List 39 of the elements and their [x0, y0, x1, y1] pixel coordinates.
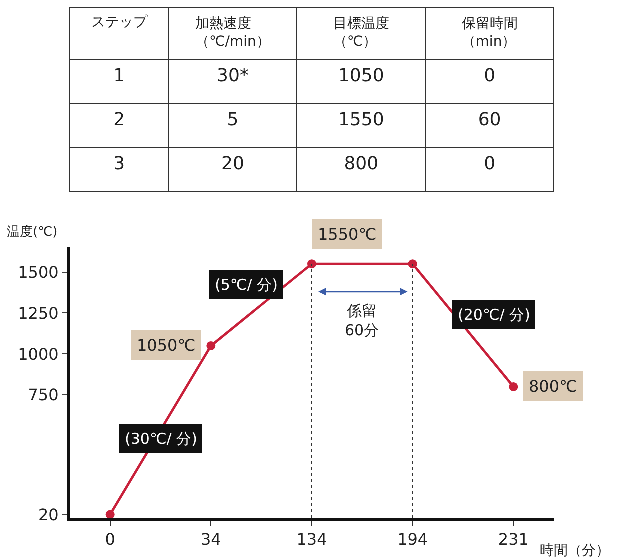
category-label: ステップ	[91, 14, 148, 30]
y-tick-label: 750	[28, 386, 59, 405]
x-tick-label: 0	[105, 530, 116, 550]
x-tick-label: 34	[200, 530, 222, 550]
text: 60	[478, 110, 502, 130]
y-tick-label: 1500	[18, 262, 59, 282]
annotation: 係留 60分	[345, 302, 380, 340]
annotation: 1550℃	[318, 225, 377, 244]
y-tick-label: 20	[38, 505, 59, 524]
category-label: 保留時間（min）	[462, 16, 518, 50]
y-tick-label: 1000	[18, 344, 59, 364]
point	[206, 341, 216, 350]
annotation: 1050℃	[137, 336, 196, 355]
text: 1550	[338, 110, 384, 130]
y-tick-label: 1250	[18, 304, 59, 323]
text: 5	[227, 110, 239, 130]
text: 1	[114, 66, 126, 86]
text: 20	[222, 154, 244, 174]
text: 800	[344, 154, 379, 174]
annotation: (5℃/ 分)	[215, 276, 278, 294]
x-axis-title: 時間（分）	[540, 543, 610, 558]
x-tick-label: 194	[398, 530, 428, 550]
category-label: 加熱速度（℃/min）	[196, 16, 270, 50]
annotation: (30℃/ 分)	[125, 430, 198, 448]
point	[509, 382, 518, 392]
annotation: 800℃	[529, 377, 578, 396]
text: 3	[114, 154, 126, 174]
category-label: 目標温度（℃）	[333, 16, 390, 50]
category-label: 0	[484, 154, 496, 174]
x-tick-label: 231	[498, 530, 529, 550]
annotation: (20℃/ 分)	[458, 306, 530, 324]
y-axis-title: 温度(℃)	[7, 224, 58, 240]
text: 30*	[217, 66, 249, 86]
x-tick-label: 134	[296, 530, 328, 550]
point	[408, 260, 418, 269]
text: 1050	[338, 66, 384, 86]
text: 2	[114, 110, 126, 130]
point	[308, 260, 316, 269]
text: 0	[484, 66, 496, 86]
